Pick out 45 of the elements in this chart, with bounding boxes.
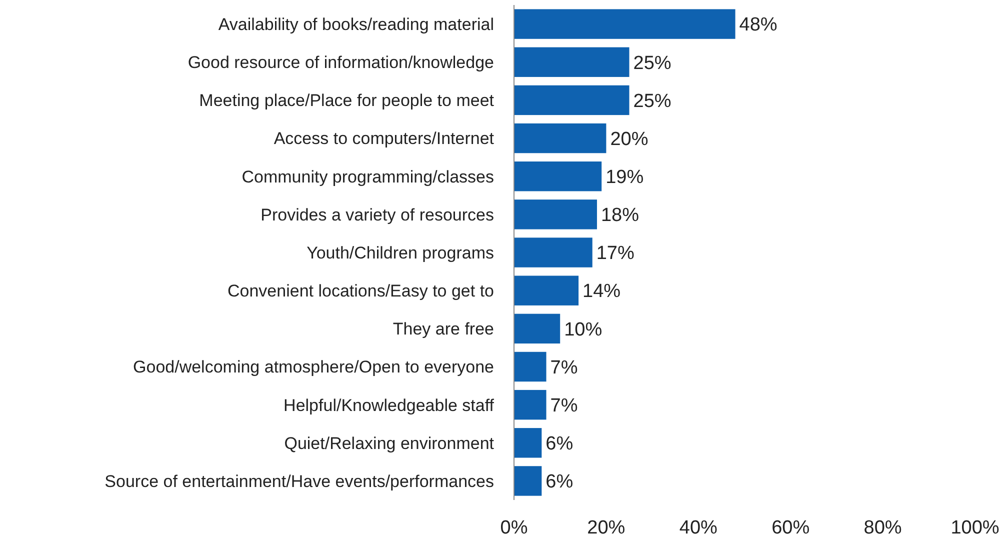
y-tick-label: Provides a variety of resources (260, 205, 494, 224)
bar (514, 200, 597, 230)
x-tick-label: 0% (500, 518, 528, 539)
y-tick-label: They are free (392, 320, 494, 339)
y-tick-label: Community programming/classes (242, 167, 494, 186)
bar (514, 390, 546, 420)
y-tick-label: Good resource of information/knowledge (188, 53, 494, 72)
data-label: 48% (739, 14, 778, 36)
data-label: 25% (633, 90, 672, 112)
y-tick-label: Availability of books/reading material (218, 14, 494, 34)
bar (514, 47, 630, 77)
bar (514, 276, 579, 306)
bar (514, 85, 630, 116)
bar (514, 428, 542, 458)
data-label: 10% (564, 319, 602, 340)
y-tick-label: Youth/Children programs (306, 243, 494, 262)
data-label: 19% (606, 166, 644, 188)
y-tick-label: Access to computers/Internet (274, 129, 494, 148)
y-tick-label: Source of entertainment/Have events/performances (104, 472, 494, 491)
x-tick-label: 100% (950, 518, 999, 539)
bar (514, 161, 602, 192)
data-label: 6% (546, 434, 574, 455)
y-tick-label: Convenient locations/Easy to get to (228, 282, 494, 301)
bar (514, 9, 736, 39)
data-label: 17% (596, 243, 635, 264)
y-tick-label: Good/welcoming atmosphere/Open to everyone (133, 358, 494, 377)
data-label: 25% (633, 52, 672, 74)
y-tick-label: Helpful/Knowledgeable staff (284, 396, 494, 415)
data-label: 20% (610, 128, 648, 150)
bar (514, 123, 606, 154)
x-tick-label: 20% (587, 518, 626, 539)
data-label: 6% (546, 472, 574, 493)
y-tick-label: Meeting place/Place for people to meet (199, 91, 494, 110)
y-tick-label: Quiet/Relaxing environment (284, 434, 494, 453)
bar (514, 238, 592, 268)
data-label: 18% (600, 205, 640, 226)
x-tick-label: 60% (772, 518, 810, 539)
bar (514, 314, 560, 344)
x-tick-label: 80% (864, 518, 902, 539)
x-tick-label: 40% (679, 518, 718, 539)
bar (514, 466, 542, 496)
data-label: 7% (550, 395, 578, 416)
bar (514, 352, 546, 382)
data-label: 7% (550, 357, 578, 378)
data-label: 14% (582, 281, 621, 302)
